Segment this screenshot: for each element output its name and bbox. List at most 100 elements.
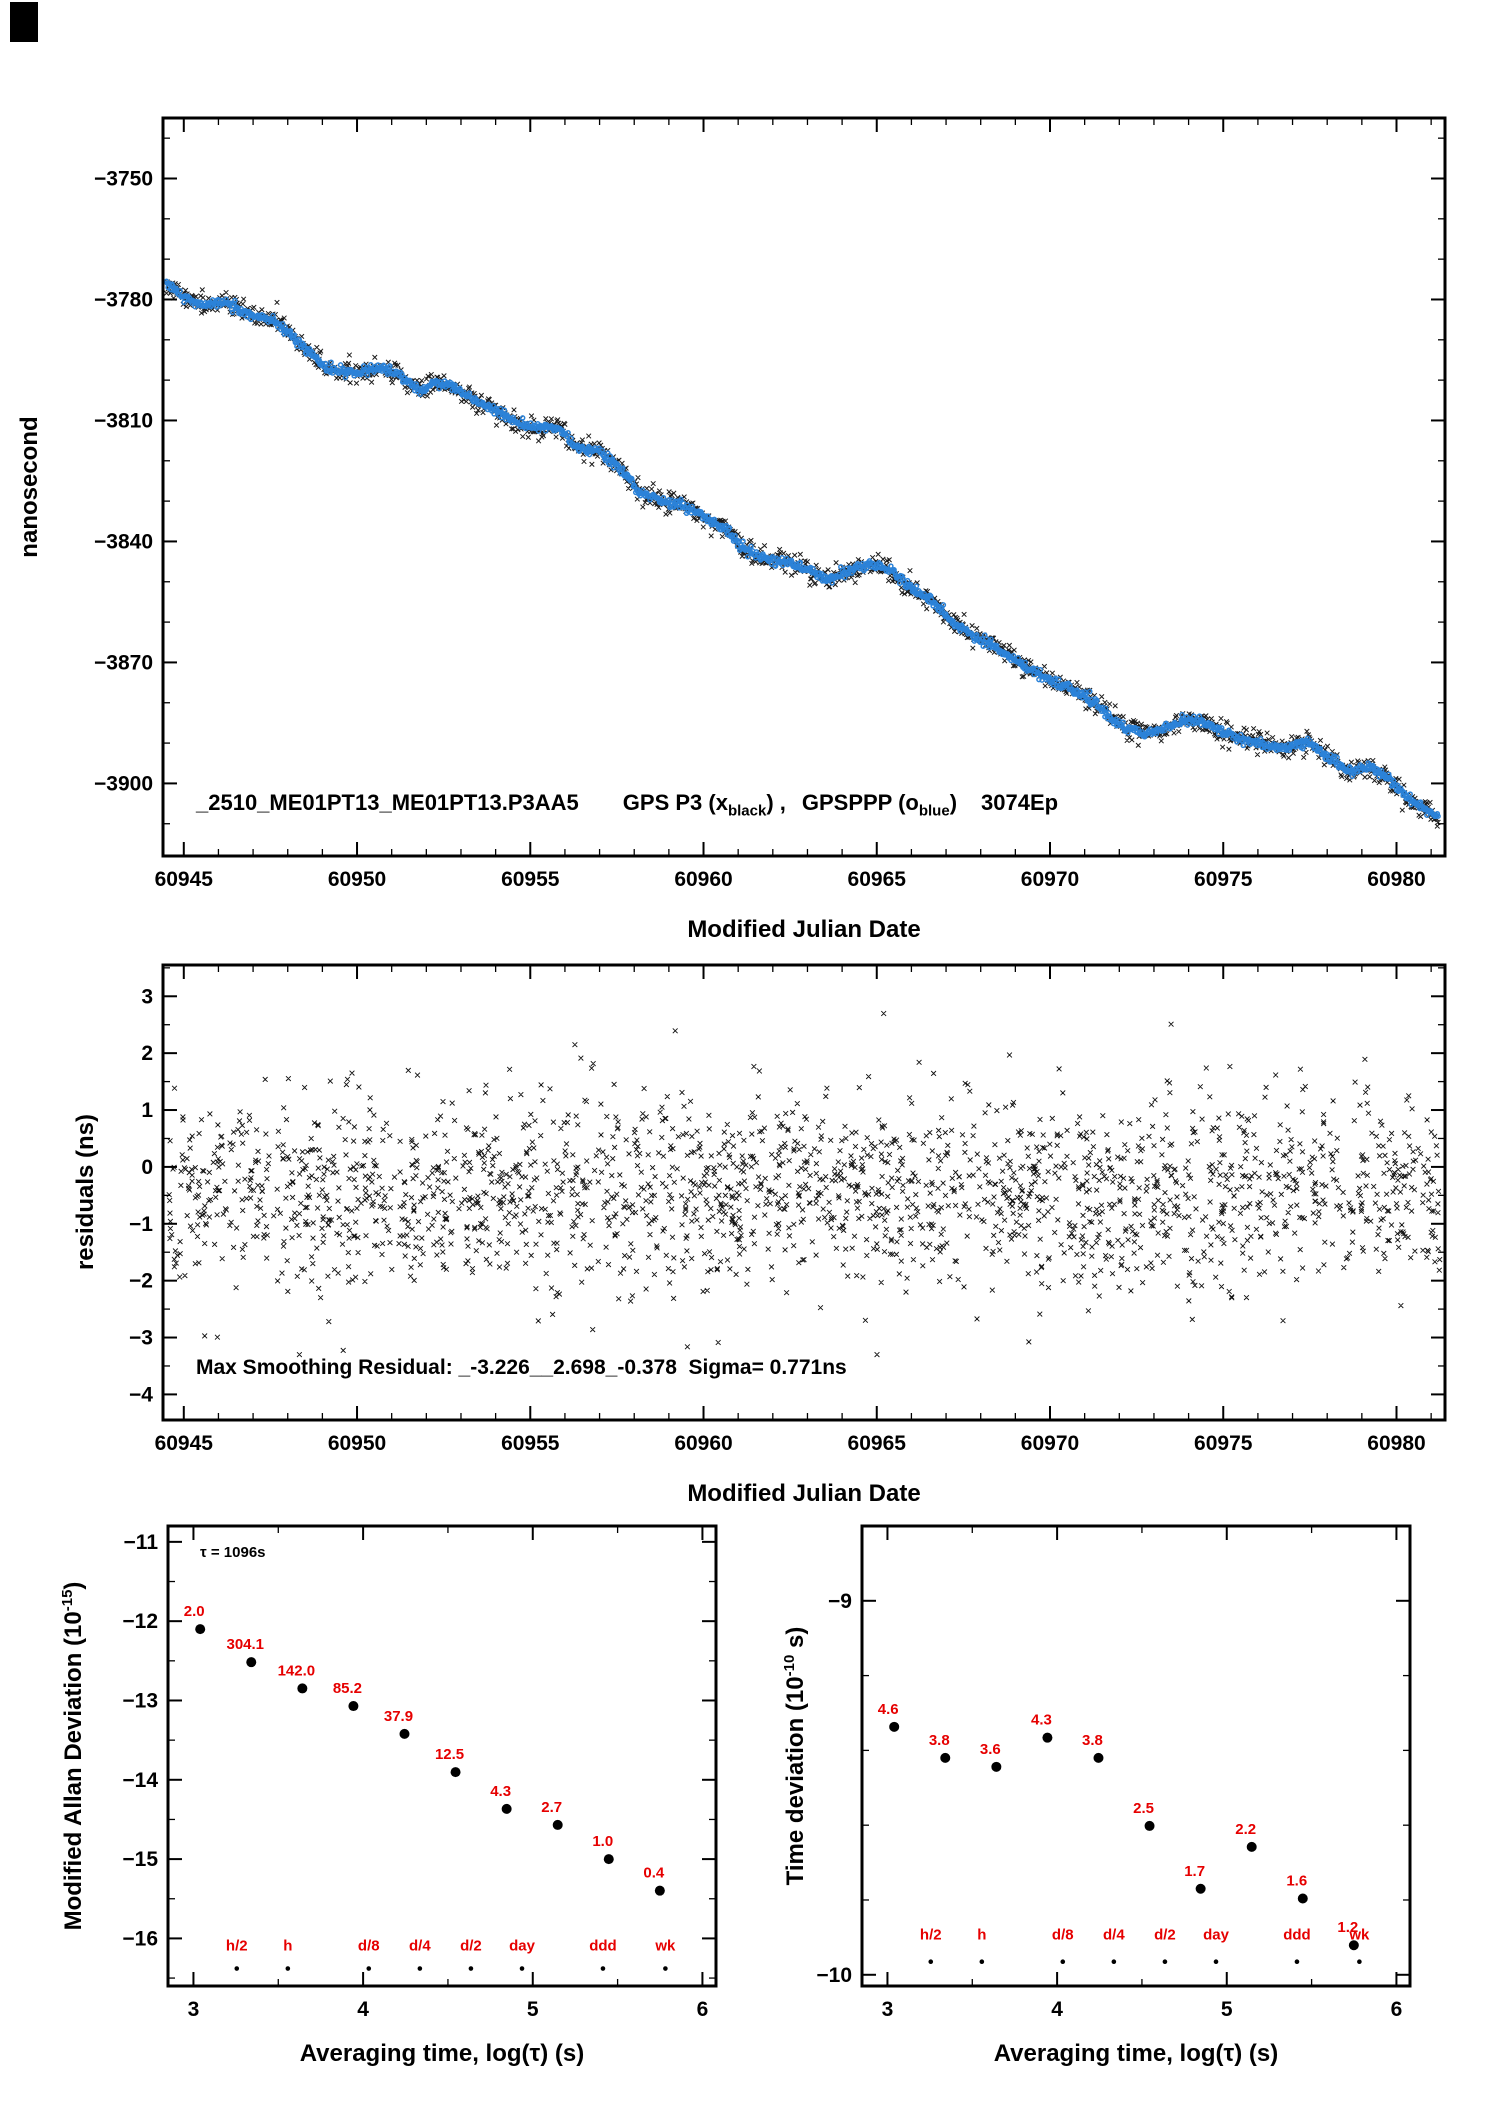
time-scale-label: h bbox=[977, 1926, 986, 1943]
data-point bbox=[1195, 1883, 1206, 1894]
y-tick-label: −16 bbox=[122, 1927, 158, 1950]
y-tick-label: −10 bbox=[816, 1964, 852, 1987]
x-tick-label: 60965 bbox=[848, 868, 907, 891]
mdev-tau-annotation: τ = 1096s bbox=[200, 1544, 266, 1561]
time-scale-dot bbox=[1213, 1959, 1219, 1964]
point-value-label: 1.2 bbox=[1337, 1919, 1358, 1936]
x-tick-label: 3 bbox=[882, 1998, 894, 2021]
time-scale-dot bbox=[979, 1959, 985, 1964]
point-value-label: 2.0 bbox=[184, 1603, 205, 1620]
data-point bbox=[246, 1657, 257, 1668]
y-tick-label: −3840 bbox=[94, 530, 153, 553]
time-scale-label: day bbox=[509, 1937, 536, 1954]
mdev-yaxis-close: ) bbox=[60, 1581, 87, 1590]
residuals-chart: 60945 60950 60955 60960 60965 60970 60975 60980… bbox=[129, 963, 1447, 1455]
x-tick-label: 60980 bbox=[1367, 1432, 1425, 1455]
time-scale-dot bbox=[1111, 1959, 1117, 1964]
point-value-label: 1.7 bbox=[1184, 1863, 1205, 1880]
data-point bbox=[654, 1885, 665, 1896]
time-scale-label: d/2 bbox=[460, 1937, 482, 1954]
y-tick-label: −3810 bbox=[94, 409, 153, 432]
time-scale-dot bbox=[366, 1966, 372, 1971]
legend-separator: ) , bbox=[766, 790, 786, 815]
point-value-label: 3.8 bbox=[1082, 1732, 1103, 1749]
time-scale-dot bbox=[468, 1966, 474, 1971]
gpsppp-series bbox=[163, 278, 1441, 820]
data-point bbox=[450, 1767, 461, 1778]
point-value-label: 2.5 bbox=[1133, 1800, 1154, 1817]
point-value-label: 85.2 bbox=[333, 1680, 362, 1697]
legend-close-paren: ) bbox=[949, 790, 958, 815]
residuals-xaxis-title: Modified Julian Date bbox=[687, 1480, 921, 1507]
tdev-yaxis-close: s) bbox=[782, 1626, 809, 1655]
legend-series1-subscript: black bbox=[727, 802, 767, 820]
data-point bbox=[603, 1854, 614, 1865]
legend-series2-label: GPSPPP (o bbox=[801, 790, 919, 815]
time-scale-dot bbox=[1357, 1959, 1362, 1964]
x-tick-label: 6 bbox=[1391, 1998, 1403, 2021]
x-tick-label: 60970 bbox=[1021, 868, 1079, 891]
x-tick-label: 60975 bbox=[1194, 1432, 1253, 1455]
point-value-label: 3.8 bbox=[929, 1732, 950, 1749]
time-scale-dot bbox=[285, 1966, 291, 1971]
time-scale-label: d/8 bbox=[358, 1937, 380, 1954]
time-scale-dot bbox=[417, 1966, 423, 1971]
tdev-chart: 4.6 3.8 3.6 4.3 3.8 2.5 1.7 2.2 1.6 1.2 h/2 h d/8 d/4… bbox=[816, 1524, 1412, 2021]
point-value-label: 2.7 bbox=[541, 1799, 562, 1816]
tdev-yaxis-title: Time deviation (10-10 s) bbox=[774, 1536, 809, 1976]
residuals-annotation: Max Smoothing Residual: _-3.226__2.698_-… bbox=[196, 1356, 847, 1379]
point-value-label: 4.6 bbox=[878, 1701, 899, 1718]
y-tick-label: −3 bbox=[129, 1327, 153, 1350]
x-tick-label: 6 bbox=[697, 1998, 709, 2021]
x-tick-label: 60965 bbox=[848, 1432, 907, 1455]
y-tick-label: −12 bbox=[122, 1610, 158, 1633]
data-point bbox=[195, 1624, 206, 1635]
data-point bbox=[1093, 1752, 1104, 1763]
y-tick-label: 3 bbox=[141, 985, 153, 1008]
x-tick-label: 60945 bbox=[155, 868, 214, 891]
point-value-label: 4.3 bbox=[490, 1783, 511, 1800]
time-scale-label: d/4 bbox=[409, 1937, 431, 1954]
y-tick-label: 1 bbox=[141, 1099, 153, 1122]
tdev-yaxis-exponent: -10 bbox=[781, 1654, 798, 1677]
point-value-label: 142.0 bbox=[278, 1662, 316, 1679]
point-value-label: 37.9 bbox=[384, 1708, 413, 1725]
legend-series1-label: GPS P3 (x bbox=[622, 790, 728, 815]
y-tick-label: 2 bbox=[141, 1042, 153, 1065]
y-tick-label: −4 bbox=[129, 1383, 153, 1406]
x-tick-label: 60960 bbox=[674, 868, 732, 891]
time-scale-dot bbox=[1162, 1959, 1168, 1964]
data-point bbox=[991, 1761, 1002, 1772]
axis-frame bbox=[860, 1524, 1412, 1988]
time-scale-dot bbox=[234, 1966, 240, 1971]
phase-xaxis-title: Modified Julian Date bbox=[687, 916, 921, 943]
time-scale-label: h/2 bbox=[226, 1937, 248, 1954]
phase-chart: 60945 60950 60955 60960 60965 60970 60975 60980… bbox=[94, 116, 1447, 891]
y-tick-label: −3870 bbox=[94, 651, 153, 674]
time-scale-label: day bbox=[1203, 1926, 1230, 1943]
x-tick-label: 3 bbox=[188, 1998, 200, 2021]
x-tick-label: 5 bbox=[1221, 1998, 1233, 2021]
phase-legend: _2510_ME01PT13_ME01PT13.P3AA5 GPS P3 (xbl… bbox=[196, 790, 1058, 819]
y-tick-label: −3900 bbox=[94, 772, 153, 795]
y-tick-label: −2 bbox=[129, 1270, 153, 1293]
mdev-yaxis-title: Modified Allan Deviation (10-15) bbox=[52, 1536, 87, 1976]
x-tick-label: 4 bbox=[1051, 1998, 1063, 2021]
point-value-label: 0.4 bbox=[643, 1865, 665, 1882]
mdev-chart: 2.0 304.1 142.0 85.2 37.9 12.5 4.3 2.7 1.0 0.4 h/2… bbox=[122, 1524, 718, 2021]
time-scale-dot bbox=[663, 1966, 668, 1971]
mdev-xaxis-title: Averaging time, log(τ) (s) bbox=[299, 2040, 585, 2067]
x-tick-label: 60980 bbox=[1367, 868, 1425, 891]
point-value-label: 1.6 bbox=[1286, 1872, 1307, 1889]
x-tick-label: 60975 bbox=[1194, 868, 1253, 891]
point-value-label: 12.5 bbox=[435, 1746, 464, 1763]
tdev-yaxis-text: Time deviation (10 bbox=[782, 1676, 809, 1886]
time-scale-label: d/8 bbox=[1052, 1926, 1074, 1943]
data-point bbox=[501, 1803, 512, 1814]
legend-epoch-count: 3074Ep bbox=[981, 790, 1059, 815]
x-tick-label: 60970 bbox=[1021, 1432, 1079, 1455]
data-point bbox=[889, 1721, 900, 1732]
point-value-label: 4.3 bbox=[1031, 1712, 1052, 1729]
